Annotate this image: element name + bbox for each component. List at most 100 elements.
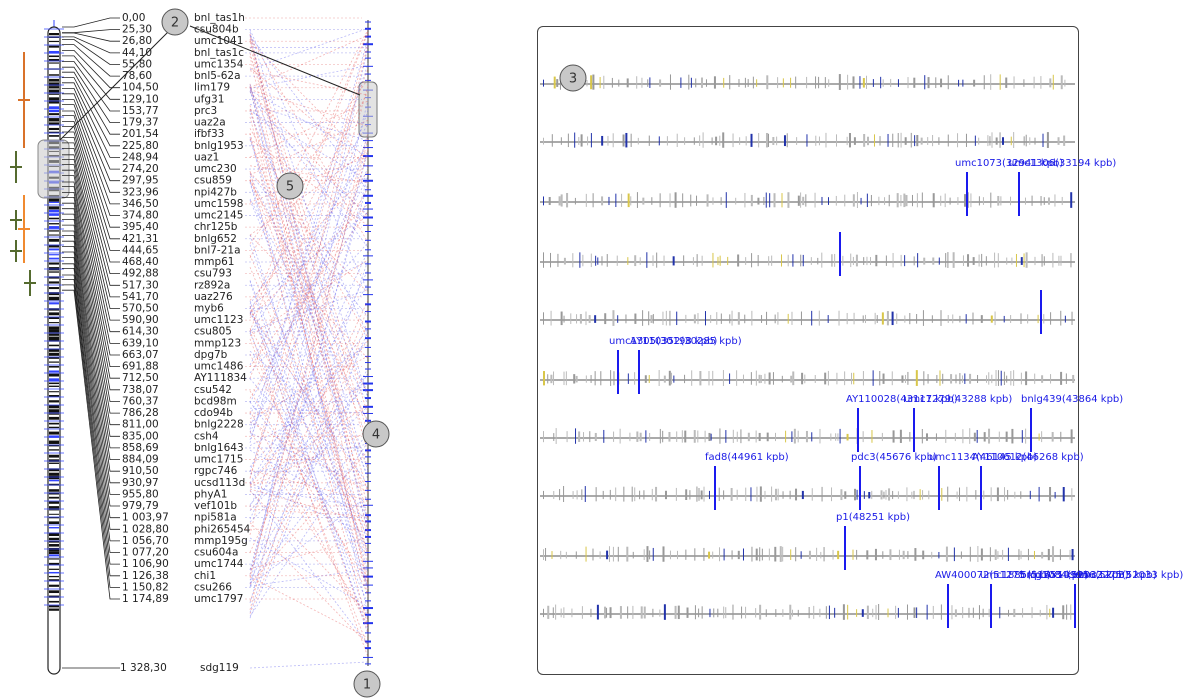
synteny-link (249, 306, 369, 629)
chromosome-band (49, 78, 59, 82)
feature-mark (560, 311, 563, 326)
chromosome-band (49, 74, 59, 76)
feature-mark (852, 194, 855, 207)
feature-mark (696, 254, 698, 267)
feature-mark (882, 373, 885, 384)
feature-mark (777, 488, 779, 501)
feature-mark (1042, 133, 1044, 147)
chromosome-band (49, 244, 59, 248)
feature-mark (634, 313, 637, 324)
feature-mark (795, 547, 797, 562)
marker-connector (62, 191, 120, 391)
marker-connector (62, 99, 120, 193)
marker-name: umc1041 (194, 35, 243, 47)
feature-mark (696, 195, 698, 206)
synteny-link (249, 305, 369, 633)
feature-mark (797, 195, 800, 206)
feature-mark (959, 487, 961, 502)
synteny-link (249, 200, 369, 477)
feature-mark (736, 431, 738, 442)
feature-mark (769, 193, 771, 208)
feature-mark (634, 372, 636, 385)
feature-mark (867, 136, 870, 146)
marker-connector (62, 29, 120, 34)
feature-mark (940, 310, 942, 326)
feature-mark (913, 490, 915, 500)
feature-mark (630, 133, 632, 147)
feature-mark (582, 254, 584, 267)
feature-mark (551, 551, 553, 559)
feature-mark (1046, 604, 1048, 620)
feature-mark (959, 315, 961, 323)
feature-mark (862, 78, 865, 88)
feature-mark (1060, 75, 1063, 90)
chromosome-band (49, 385, 59, 387)
feature-mark (713, 76, 716, 89)
feature-mark (745, 606, 747, 619)
feature-mark (585, 546, 587, 562)
feature-mark (1047, 548, 1050, 561)
marker-connector (62, 126, 120, 251)
feature-mark (856, 609, 858, 617)
marker-position: 1 126,38 (122, 570, 169, 582)
feature-mark (651, 488, 653, 501)
feature-mark (723, 77, 725, 88)
feature-mark (972, 607, 974, 618)
feature-mark (959, 373, 961, 385)
feature-mark (1020, 313, 1022, 324)
feature-mark (595, 255, 597, 266)
chromosome-band (49, 509, 59, 511)
marker-name: mmp61 (194, 256, 234, 268)
feature-mark (1069, 549, 1071, 560)
marker-position: 786,28 (122, 407, 159, 419)
feature-mark (640, 606, 643, 619)
feature-mark (846, 433, 849, 441)
synteny-link (249, 537, 369, 570)
feature-mark (543, 79, 544, 87)
feature-mark (543, 252, 544, 268)
feature-mark (997, 195, 1000, 206)
feature-mark (931, 551, 933, 559)
feature-mark (563, 486, 565, 502)
marker-name: npi427b (194, 186, 237, 198)
marker-position: 492,88 (122, 268, 159, 280)
chromosome-band (49, 271, 59, 273)
feature-mark (674, 605, 677, 619)
chromosome-band (49, 50, 59, 54)
chromosome-band (49, 101, 59, 104)
feature-mark (897, 79, 899, 87)
feature-mark (817, 257, 819, 265)
marker-connector (62, 158, 120, 321)
gene-label: bnlg1084(52033 kpb) (1020, 570, 1129, 581)
feature-mark (869, 257, 871, 265)
feature-mark (905, 374, 907, 384)
marker-position: 346,50 (122, 198, 159, 210)
feature-mark (1010, 196, 1012, 206)
marker-connector (62, 202, 120, 414)
feature-mark (792, 371, 795, 386)
chromosome-band (49, 230, 59, 232)
feature-mark (699, 371, 702, 386)
feature-mark (665, 310, 667, 326)
feature-mark (768, 372, 771, 385)
feature-mark (756, 79, 758, 87)
feature-mark (852, 76, 855, 89)
synteny-link (249, 86, 369, 479)
feature-mark (590, 75, 593, 90)
marker-position: 104,50 (122, 82, 159, 94)
feature-mark (907, 551, 909, 559)
synteny-link (249, 176, 369, 403)
feature-mark (1054, 491, 1056, 499)
feature-mark (927, 374, 929, 384)
feature-mark (983, 75, 985, 90)
chromosome-band (49, 454, 59, 458)
feature-mark (751, 310, 753, 326)
feature-mark (836, 372, 838, 385)
feature-mark (1020, 257, 1023, 265)
marker-position: 541,70 (122, 291, 159, 303)
zoom-line (59, 29, 171, 141)
feature-mark (928, 490, 930, 500)
feature-mark (757, 197, 760, 205)
feature-mark (962, 607, 964, 619)
marker-connector (62, 218, 120, 449)
